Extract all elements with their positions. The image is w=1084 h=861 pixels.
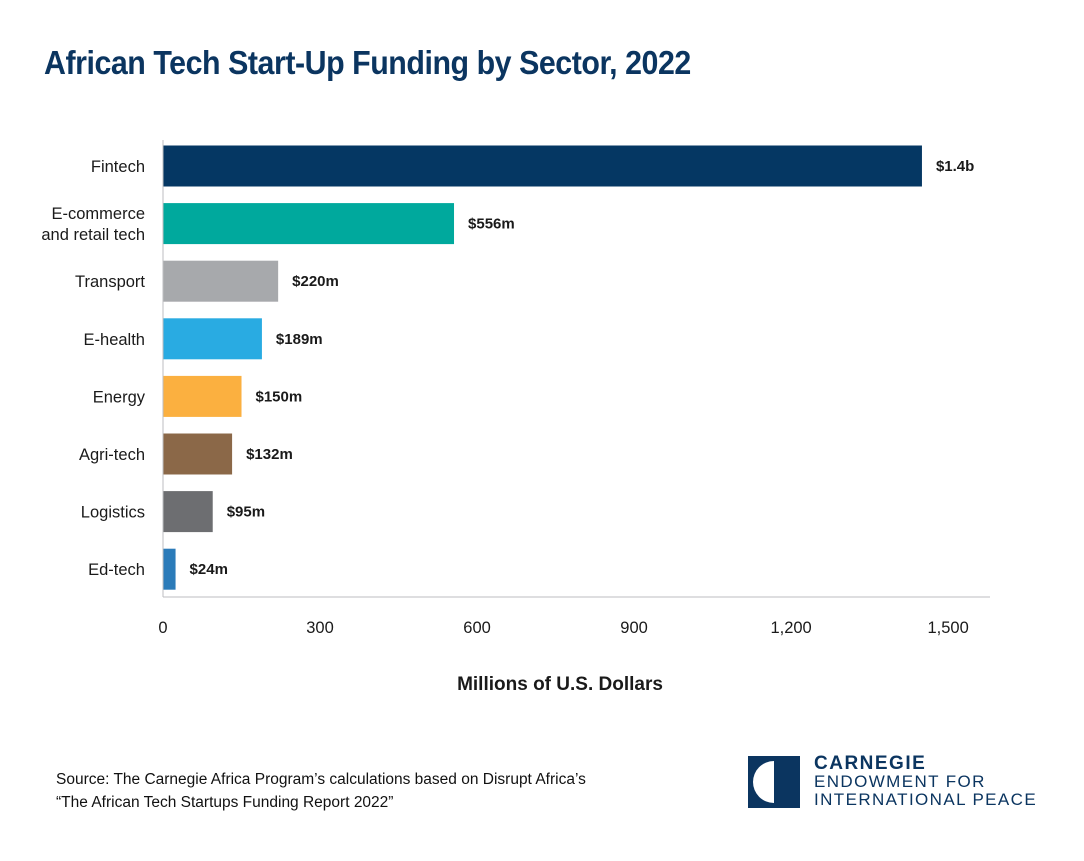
bar-7 bbox=[163, 548, 176, 590]
bar-chart: $1.4b Fintech $556m E-commerce and retail te… bbox=[41, 140, 990, 695]
value-label-5: $132m bbox=[246, 446, 293, 463]
bar-2 bbox=[163, 260, 279, 302]
category-label-3: E-health bbox=[84, 331, 145, 349]
category-label-7: Ed-tech bbox=[88, 561, 145, 579]
category-label-4: Energy bbox=[93, 388, 146, 406]
x-axis-title: Millions of U.S. Dollars bbox=[457, 674, 663, 695]
bar-3 bbox=[163, 318, 262, 360]
bar-1 bbox=[163, 203, 455, 245]
value-label-0: $1.4b bbox=[936, 158, 974, 175]
category-label-6: Logistics bbox=[81, 504, 145, 522]
x-axis: 0 300 600 900 1,200 1,500 Millions of U.S. Dol… bbox=[158, 140, 990, 695]
logo-line-3: INTERNATIONAL PEACE bbox=[814, 790, 1038, 809]
x-tick-label-0: 0 bbox=[158, 619, 167, 637]
value-label-4: $150m bbox=[256, 388, 303, 405]
labels-layer: $1.4b Fintech $556m E-commerce and retail te… bbox=[41, 158, 974, 579]
x-tick-label-2: 600 bbox=[463, 619, 491, 637]
logo-line-1: CARNEGIE bbox=[814, 753, 927, 774]
logo-wordmark: CARNEGIE ENDOWMENT FOR INTERNATIONAL PEA… bbox=[814, 754, 1037, 809]
bar-4 bbox=[163, 375, 242, 417]
value-label-6: $95m bbox=[227, 504, 265, 521]
category-label-1: E-commerce and retail tech bbox=[41, 205, 145, 244]
x-tick-label-4: 1,200 bbox=[770, 619, 811, 637]
source-line-2: “The African Tech Startups Funding Repor… bbox=[56, 794, 394, 811]
bar-6 bbox=[163, 491, 213, 533]
source-note: Source: The Carnegie Africa Program’s ca… bbox=[56, 768, 586, 814]
carnegie-logo-icon bbox=[748, 756, 800, 808]
x-tick-label-5: 1,500 bbox=[927, 619, 968, 637]
bar-0 bbox=[163, 145, 922, 187]
chart-title: African Tech Start-Up Funding by Sector,… bbox=[44, 44, 691, 81]
value-label-1: $556m bbox=[468, 216, 515, 233]
category-label-0: Fintech bbox=[91, 158, 145, 176]
value-label-7: $24m bbox=[190, 561, 228, 578]
logo-line-2: ENDOWMENT FOR bbox=[814, 772, 986, 791]
bar-5 bbox=[163, 433, 233, 475]
x-tick-label-1: 300 bbox=[306, 619, 334, 637]
x-tick-label-3: 900 bbox=[620, 619, 648, 637]
source-line-1: Source: The Carnegie Africa Program’s ca… bbox=[56, 771, 586, 788]
category-label-2: Transport bbox=[75, 273, 145, 291]
value-label-2: $220m bbox=[292, 273, 339, 290]
bars-layer bbox=[163, 145, 922, 590]
value-label-3: $189m bbox=[276, 331, 323, 348]
category-label-5: Agri-tech bbox=[79, 446, 145, 464]
